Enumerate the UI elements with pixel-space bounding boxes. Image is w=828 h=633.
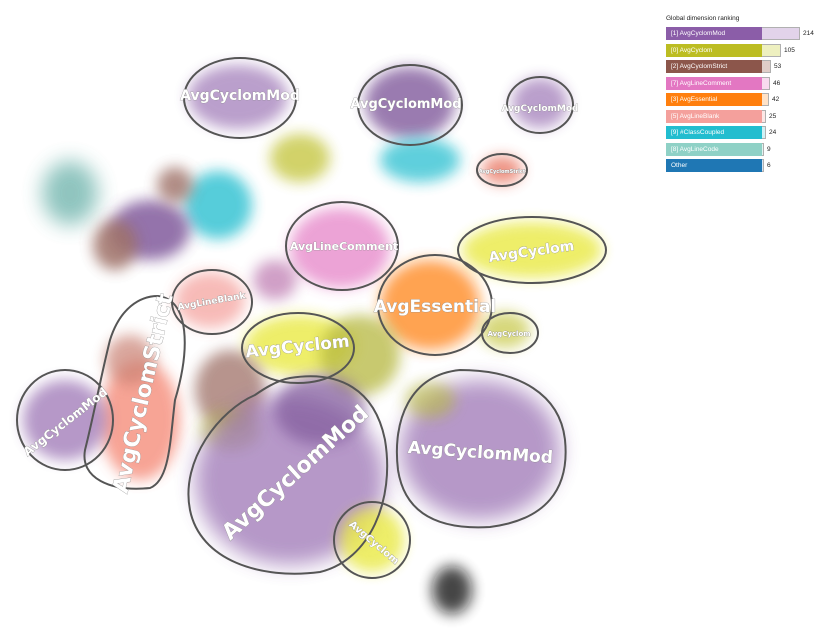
cluster-label: AvgCyclomMod	[180, 88, 300, 104]
ranking-row[interactable]: [7] AvgLineComment 46	[666, 77, 826, 90]
ranking-bar-label: [1] AvgCyclomMod	[671, 27, 725, 40]
ranking-bar-label: [5] AvgLineBlank	[671, 110, 719, 123]
ranking-bar-label: Other	[671, 159, 687, 172]
cluster-label: AvgCyclomStrict	[479, 169, 526, 175]
ranking-rows: [1] AvgCyclomMod 214 [0] AvgCyclom 105 [2] A…	[666, 27, 826, 172]
ranking-bar-label: [9] #ClassCoupled	[671, 126, 724, 139]
ranking-row[interactable]: [3] AvgEssential 42	[666, 93, 826, 106]
ranking-row[interactable]: [1] AvgCyclomMod 214	[666, 27, 826, 40]
ranking-bar-label: [2] AvgCyclomStrict	[671, 60, 727, 73]
ranking-bar-value: 42	[772, 93, 779, 106]
cluster-label: AvgCyclom	[487, 330, 530, 338]
ranking-bar-value: 25	[769, 110, 776, 123]
cluster-label: AvgLineComment	[290, 240, 398, 253]
ranking-bar-value: 214	[803, 27, 814, 40]
ranking-row[interactable]: [8] AvgLineCode 9	[666, 143, 826, 156]
ranking-bar-value: 9	[767, 143, 771, 156]
cluster-label: AvgCyclomMod	[502, 104, 579, 114]
ranking-bar-value: 105	[784, 44, 795, 57]
global-dimension-ranking: Global dimension ranking [1] AvgCyclomMo…	[666, 15, 826, 176]
ranking-row[interactable]: [9] #ClassCoupled 24	[666, 126, 826, 139]
ranking-bar-value: 46	[773, 77, 780, 90]
ranking-row[interactable]: Other 6	[666, 159, 826, 172]
ranking-bar-value: 6	[767, 159, 771, 172]
ranking-row[interactable]: [2] AvgCyclomStrict 53	[666, 60, 826, 73]
ranking-bar-label: [0] AvgCyclom	[671, 44, 712, 57]
ranking-bar-value: 53	[774, 60, 781, 73]
cluster-label: AvgCyclomMod	[350, 97, 461, 112]
ranking-bar-label: [7] AvgLineComment	[671, 77, 731, 90]
ranking-row[interactable]: [0] AvgCyclom 105	[666, 44, 826, 57]
ranking-title: Global dimension ranking	[666, 15, 826, 22]
cluster-label: AvgEssential	[374, 297, 497, 317]
ranking-bar-label: [3] AvgEssential	[671, 93, 717, 106]
ranking-bar-label: [8] AvgLineCode	[671, 143, 719, 156]
ranking-row[interactable]: [5] AvgLineBlank 25	[666, 110, 826, 123]
ranking-bar-value: 24	[769, 126, 776, 139]
